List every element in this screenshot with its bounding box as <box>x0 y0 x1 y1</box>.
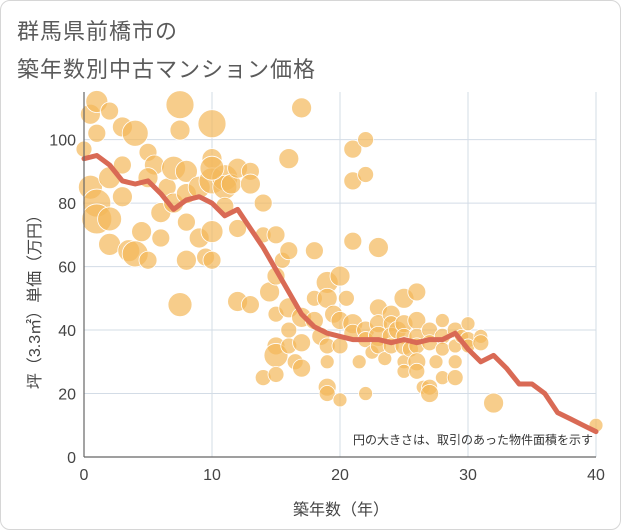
scatter-point <box>253 193 273 213</box>
scatter-point <box>200 220 224 244</box>
scatter-point <box>279 241 299 261</box>
scatter-point <box>267 366 285 383</box>
chart-subtitle: 築年数別中古マンション価格 <box>17 57 317 82</box>
scatter-point <box>98 232 121 256</box>
scatter-point <box>131 221 153 243</box>
scatter-point <box>169 119 191 141</box>
scatter-point <box>407 282 427 302</box>
scatter-point <box>239 173 261 195</box>
chart-title: 群馬県前橋市の <box>17 19 179 44</box>
scatter-point <box>266 225 286 245</box>
scatter-point <box>87 123 107 143</box>
scatter-point <box>357 131 375 149</box>
scatter-point <box>332 392 348 408</box>
scatter-point <box>446 369 464 387</box>
scatter-point <box>100 101 119 121</box>
trend-line-group <box>81 153 599 435</box>
scatter-point <box>97 206 122 232</box>
scatter-point <box>318 385 336 402</box>
scatter-point <box>174 159 198 183</box>
scatter-point <box>460 316 476 332</box>
scatter-point <box>337 289 355 307</box>
scatter-point <box>434 313 450 328</box>
scatter-point <box>358 386 374 401</box>
x-tick-label: 30 <box>459 467 477 484</box>
scatter-point <box>167 292 193 318</box>
scatter-point <box>121 119 149 147</box>
scatter-point <box>292 358 312 378</box>
scatter-point <box>278 148 300 170</box>
axes: 0 10 20 30 40 0 20 40 60 80 100 <box>49 92 605 484</box>
scatter-point <box>240 295 260 315</box>
scatter-point <box>197 109 227 139</box>
scatter-point <box>151 228 171 248</box>
scatter-point <box>343 139 363 159</box>
y-tick-label: 80 <box>58 196 76 213</box>
scatter-point <box>447 354 463 370</box>
scatter-point <box>292 333 312 353</box>
trend-line <box>81 153 599 435</box>
scatter-point <box>304 241 324 261</box>
scatter-point <box>420 384 440 403</box>
scatter-point <box>428 354 444 370</box>
scatter-point <box>291 97 313 119</box>
x-tick-label: 10 <box>203 467 221 484</box>
y-axis-label: 坪（3.3㎡）単価（万円） <box>26 207 44 389</box>
scatter-point <box>176 212 196 232</box>
scatter-point <box>199 155 225 181</box>
x-tick-label: 40 <box>587 467 605 484</box>
y-tick-label: 60 <box>58 260 76 277</box>
y-tick-label: 40 <box>58 323 76 340</box>
scatter-point <box>472 334 490 352</box>
scatter-point <box>483 392 505 414</box>
y-tick-label: 0 <box>67 450 76 467</box>
bubble-size-note: 円の大きさは、取引のあった物件面積を示す <box>353 432 593 447</box>
x-tick-label: 0 <box>80 467 89 484</box>
scatter-point <box>228 219 248 238</box>
scatter-point <box>343 231 363 251</box>
scatter-point <box>319 354 335 370</box>
scatter-point <box>377 351 393 367</box>
scatter-point <box>113 155 132 175</box>
scatter-point <box>351 354 367 370</box>
scatter-point <box>202 250 222 270</box>
scatter-point <box>329 265 351 287</box>
y-tick-label: 20 <box>58 387 76 404</box>
scatter-point <box>367 237 389 258</box>
scatter-point <box>408 362 426 380</box>
scatter-point <box>138 250 158 270</box>
y-tick-label: 100 <box>49 133 76 150</box>
scatter-point <box>357 166 375 183</box>
scatter-point <box>112 186 133 208</box>
scatter-point <box>175 249 197 271</box>
scatter-point <box>434 341 450 357</box>
x-axis-label: 築年数（年） <box>293 501 389 519</box>
scatter-point <box>165 90 195 120</box>
x-tick-label: 20 <box>331 467 349 484</box>
